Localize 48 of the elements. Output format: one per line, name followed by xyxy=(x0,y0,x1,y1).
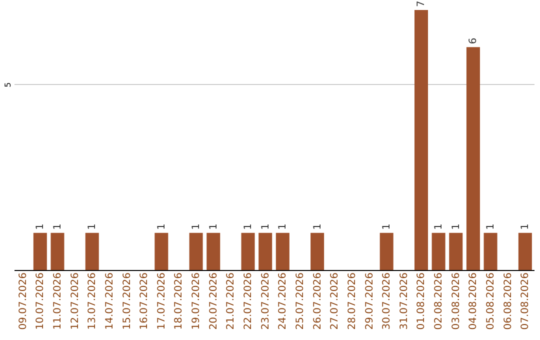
x-tick-label: 23.07.2026 xyxy=(260,272,272,330)
data-label: 7 xyxy=(416,0,428,7)
x-tick-label: 11.07.2026 xyxy=(52,272,64,330)
x-tick-label: 04.08.2026 xyxy=(468,272,480,330)
data-label: 1 xyxy=(208,223,220,230)
x-tick-label: 05.08.2026 xyxy=(486,272,497,330)
data-label: 1 xyxy=(312,223,324,230)
x-tick-label: 29.07.2026 xyxy=(364,272,376,330)
x-tick-label: 22.07.2026 xyxy=(243,272,254,330)
data-label: 1 xyxy=(260,223,272,230)
x-tick-label: 17.07.2026 xyxy=(156,272,168,330)
x-tick-label: 10.07.2026 xyxy=(35,272,46,330)
x-tick-label: 09.07.2026 xyxy=(18,272,29,330)
x-tick-label: 15.07.2026 xyxy=(122,272,133,330)
data-label: 1 xyxy=(191,223,202,230)
data-label: 1 xyxy=(35,223,46,230)
x-tick-label: 13.07.2026 xyxy=(87,272,98,330)
data-label: 1 xyxy=(278,223,289,230)
x-tick-label: 21.07.2026 xyxy=(226,272,237,330)
x-tick-label: 27.07.2026 xyxy=(330,272,341,330)
x-tick-label: 14.07.2026 xyxy=(104,272,116,330)
data-label: 1 xyxy=(52,223,64,230)
data-label: 1 xyxy=(520,223,532,230)
y-tick-label: 5 xyxy=(4,82,12,88)
x-tick-label: 19.07.2026 xyxy=(191,272,202,330)
x-tick-label: 24.07.2026 xyxy=(278,272,289,330)
x-tick-label: 25.07.2026 xyxy=(294,272,306,330)
x-tick-label: 03.08.2026 xyxy=(450,272,462,330)
data-label: 1 xyxy=(382,223,393,230)
data-label: 1 xyxy=(434,223,445,230)
x-tick-label: 07.08.2026 xyxy=(520,272,532,330)
data-label: 1 xyxy=(450,223,462,230)
data-label: 1 xyxy=(243,223,254,230)
x-tick-label: 18.07.2026 xyxy=(174,272,185,330)
x-tick-label: 26.07.2026 xyxy=(312,272,324,330)
x-tick-label: 31.07.2026 xyxy=(398,272,410,330)
x-tick-label: 12.07.2026 xyxy=(70,272,81,330)
x-tick-label: 20.07.2026 xyxy=(208,272,220,330)
data-label: 1 xyxy=(87,223,98,230)
x-tick-label: 28.07.2026 xyxy=(346,272,358,330)
data-label: 6 xyxy=(468,38,480,44)
data-label: 1 xyxy=(486,223,497,230)
x-tick-label: 06.08.2026 xyxy=(502,272,514,330)
x-tick-label: 16.07.2026 xyxy=(139,272,150,330)
x-tick-label: 30.07.2026 xyxy=(382,272,393,330)
x-tick-label: 02.08.2026 xyxy=(434,272,445,330)
data-label: 1 xyxy=(156,223,168,230)
x-tick-label: 01.08.2026 xyxy=(416,272,428,330)
